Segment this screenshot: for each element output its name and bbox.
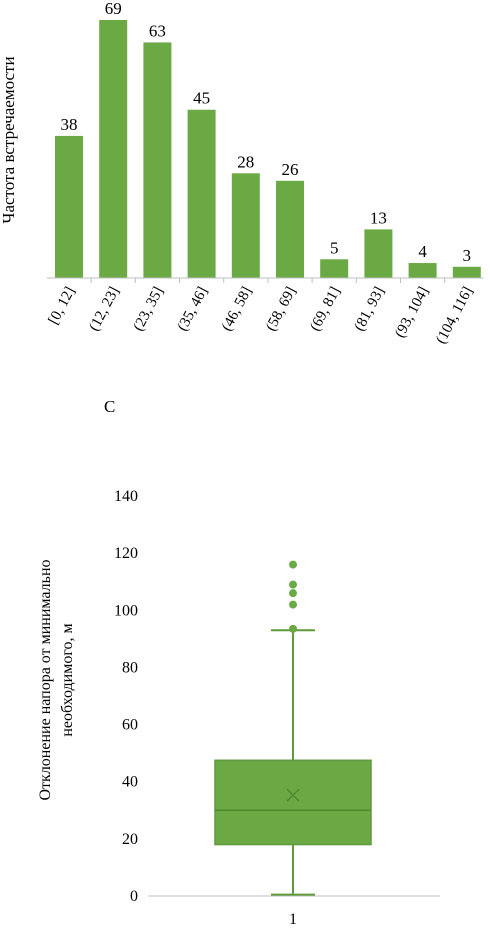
y-axis-tick-labels-group: 0 20 40 60 80 100 120 140 xyxy=(114,488,138,905)
data-labels-group: 38 69 63 45 28 26 5 13 4 3 xyxy=(61,0,472,265)
bar xyxy=(364,229,393,278)
y-axis-label-group: Частота встречаемости xyxy=(0,56,18,223)
bars-group xyxy=(55,20,481,278)
bar-value-label: 63 xyxy=(149,21,166,40)
y-tick-label: 80 xyxy=(122,659,138,676)
bar-value-label: 13 xyxy=(370,208,387,227)
bar-value-label: 28 xyxy=(237,152,254,171)
interquartile-box xyxy=(214,759,372,846)
x-axis-ticks-group xyxy=(90,278,446,283)
x-tick-label: [0, 12] xyxy=(46,284,79,327)
outlier-point xyxy=(289,624,297,633)
bar xyxy=(276,180,304,278)
bar xyxy=(452,266,481,278)
y-tick-label: 0 xyxy=(130,888,138,905)
bar-value-label: 69 xyxy=(105,0,122,18)
x-tick-label: (81, 93] xyxy=(352,284,388,333)
bar xyxy=(320,259,349,278)
bar xyxy=(231,173,260,278)
x-axis-label: С xyxy=(104,397,115,416)
y-tick-label: 120 xyxy=(114,545,138,562)
x-category-label: 1 xyxy=(289,911,297,928)
bar xyxy=(143,42,172,278)
bar xyxy=(408,263,437,278)
y-tick-label: 20 xyxy=(122,831,138,848)
x-tick-label: (69, 81] xyxy=(307,284,343,333)
bar-value-label: 45 xyxy=(193,89,210,108)
x-axis-tick-labels-group: [0, 12] (12, 23] (23, 35] (35, 46] (46, 58](… xyxy=(46,284,477,346)
x-tick-label: (12, 23] xyxy=(86,284,122,333)
y-tick-label: 100 xyxy=(114,602,138,619)
outlier-point xyxy=(289,560,297,569)
y-tick-label: 140 xyxy=(114,488,138,505)
bar-value-label: 26 xyxy=(282,160,299,179)
y-axis-label-line-1: Отклонение напора от минимально xyxy=(37,559,54,800)
y-axis-label: Частота встречаемости xyxy=(0,56,18,223)
outlier-point xyxy=(289,580,297,589)
bar-value-label: 4 xyxy=(418,242,427,261)
bar xyxy=(99,20,128,278)
bar xyxy=(55,135,83,278)
mean-marker xyxy=(286,788,300,802)
outlier-point xyxy=(289,600,297,609)
x-tick-label: (46, 58] xyxy=(219,284,255,333)
bar-value-label: 5 xyxy=(330,238,339,257)
x-tick-label: (104, 116] xyxy=(433,284,476,346)
bar-value-label: 3 xyxy=(463,246,472,265)
x-tick-label: (58, 69] xyxy=(263,284,299,333)
y-tick-label: 60 xyxy=(122,717,138,734)
box-plot-marks-group xyxy=(214,560,372,896)
bar xyxy=(187,109,216,278)
x-tick-label: (23, 35] xyxy=(131,284,167,333)
box-plot: Отклонение напора от минимально необходи… xyxy=(37,488,440,928)
y-axis-label-line-2: необходимого, м xyxy=(59,623,76,736)
x-tick-label: (35, 46] xyxy=(175,284,211,333)
x-tick-label: (93, 104] xyxy=(392,284,432,340)
y-tick-label: 40 xyxy=(122,774,138,791)
outlier-point xyxy=(289,589,297,598)
bar-value-label: 38 xyxy=(61,115,78,134)
